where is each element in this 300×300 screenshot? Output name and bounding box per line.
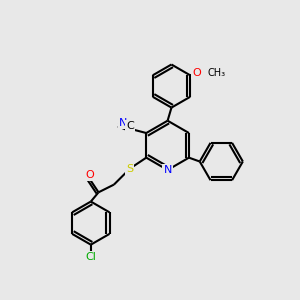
Text: CH₃: CH₃ <box>207 68 225 78</box>
Text: S: S <box>126 164 133 174</box>
Text: C: C <box>126 121 134 131</box>
Text: N: N <box>164 165 172 175</box>
Text: Cl: Cl <box>85 252 96 262</box>
Text: N: N <box>119 118 128 128</box>
Text: O: O <box>85 169 94 180</box>
Text: O: O <box>192 68 201 78</box>
